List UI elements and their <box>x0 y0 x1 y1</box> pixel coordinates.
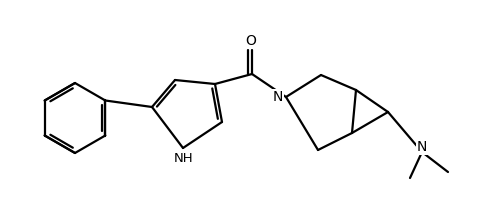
Text: N: N <box>273 90 283 104</box>
Text: N: N <box>417 140 427 154</box>
Text: NH: NH <box>174 151 194 165</box>
Text: O: O <box>246 34 256 48</box>
